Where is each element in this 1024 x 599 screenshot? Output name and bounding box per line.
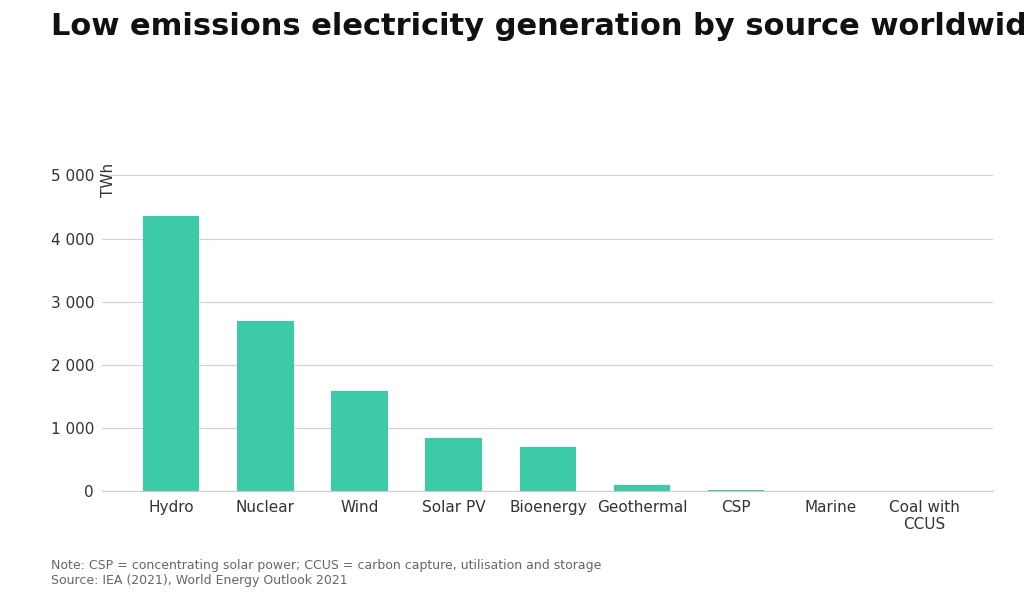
Bar xyxy=(519,447,577,491)
Text: TWh: TWh xyxy=(100,163,116,197)
Bar xyxy=(238,320,294,491)
Bar xyxy=(613,485,671,491)
Bar xyxy=(425,438,482,491)
Text: Low emissions electricity generation by source worldwide, 2020: Low emissions electricity generation by … xyxy=(51,12,1024,41)
Bar xyxy=(143,216,200,491)
Bar xyxy=(331,391,388,491)
Text: Note: CSP = concentrating solar power; CCUS = carbon capture, utilisation and st: Note: CSP = concentrating solar power; C… xyxy=(51,559,601,587)
